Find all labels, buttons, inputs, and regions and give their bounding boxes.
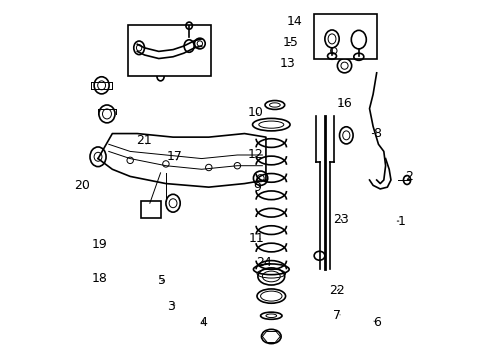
Text: 19: 19: [92, 238, 107, 251]
Text: 18: 18: [92, 272, 107, 285]
Text: 17: 17: [166, 150, 183, 163]
Text: 16: 16: [336, 97, 352, 110]
Text: 12: 12: [247, 148, 263, 162]
Text: 24: 24: [256, 256, 271, 269]
Bar: [128, 24, 210, 76]
Text: 20: 20: [74, 179, 90, 192]
Text: 10: 10: [247, 105, 263, 119]
Text: 23: 23: [332, 213, 348, 226]
Bar: [313, 14, 376, 59]
Text: 14: 14: [286, 14, 302, 27]
Text: 8: 8: [372, 127, 380, 140]
Text: 13: 13: [279, 57, 295, 71]
Text: 6: 6: [372, 316, 380, 329]
Text: 21: 21: [136, 134, 152, 147]
Text: 4: 4: [199, 316, 207, 329]
Text: 1: 1: [397, 215, 405, 228]
Text: 2: 2: [404, 170, 412, 183]
Text: 22: 22: [329, 284, 345, 297]
Text: 9: 9: [253, 181, 261, 194]
Text: 3: 3: [167, 300, 175, 313]
Text: 7: 7: [333, 309, 341, 322]
Text: 15: 15: [283, 36, 298, 49]
Text: 11: 11: [248, 233, 264, 246]
Text: 5: 5: [157, 274, 165, 287]
FancyBboxPatch shape: [141, 202, 160, 217]
